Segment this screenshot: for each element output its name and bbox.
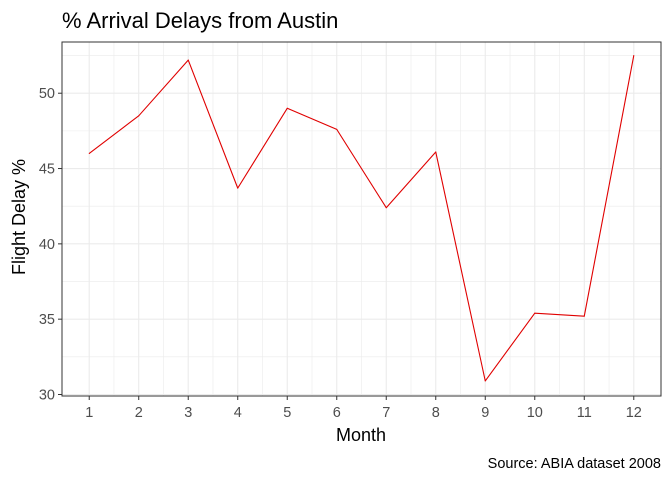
plot-panel-border bbox=[61, 41, 662, 397]
x-axis-title: Month bbox=[336, 425, 386, 445]
major-gridlines bbox=[62, 42, 661, 396]
y-tick-label: 35 bbox=[39, 312, 55, 328]
x-tick-label: 2 bbox=[135, 405, 143, 421]
data-point bbox=[583, 315, 585, 317]
data-point bbox=[237, 187, 239, 189]
y-tick-label: 30 bbox=[39, 387, 55, 403]
x-tick-label: 8 bbox=[432, 405, 440, 421]
y-tick-label: 50 bbox=[39, 86, 55, 102]
x-tick-label: 9 bbox=[481, 405, 489, 421]
x-tick-label: 11 bbox=[577, 405, 592, 421]
y-axis: 30 35 40 45 50 bbox=[39, 86, 62, 403]
y-tick-label: 45 bbox=[39, 162, 55, 178]
data-point bbox=[286, 107, 288, 109]
data-point bbox=[385, 207, 387, 209]
x-tick-label: 12 bbox=[626, 405, 642, 421]
series-line bbox=[88, 55, 635, 382]
chart-caption: Source: ABIA dataset 2008 bbox=[488, 456, 661, 472]
x-tick-label: 1 bbox=[85, 405, 93, 421]
x-tick-label: 10 bbox=[527, 405, 543, 421]
x-tick-label: 5 bbox=[283, 405, 291, 421]
x-tick-label: 6 bbox=[333, 405, 341, 421]
x-tick-label: 3 bbox=[184, 405, 192, 421]
data-point bbox=[484, 380, 486, 382]
y-tick-label: 40 bbox=[39, 237, 55, 253]
data-point bbox=[88, 152, 90, 154]
x-tick-label: 4 bbox=[234, 405, 242, 421]
x-axis: 1 2 3 4 5 6 7 8 9 10 11 12 bbox=[85, 396, 642, 421]
data-point bbox=[435, 151, 437, 153]
minor-gridlines bbox=[62, 42, 661, 396]
series-layer bbox=[88, 55, 635, 382]
data-point bbox=[336, 128, 338, 130]
y-axis-title: Flight Delay % bbox=[9, 159, 29, 275]
chart-title: % Arrival Delays from Austin bbox=[62, 8, 338, 33]
x-tick-label: 7 bbox=[382, 405, 390, 421]
data-point bbox=[187, 59, 189, 61]
data-point bbox=[633, 55, 635, 57]
data-point bbox=[534, 312, 536, 314]
data-point bbox=[138, 115, 140, 117]
